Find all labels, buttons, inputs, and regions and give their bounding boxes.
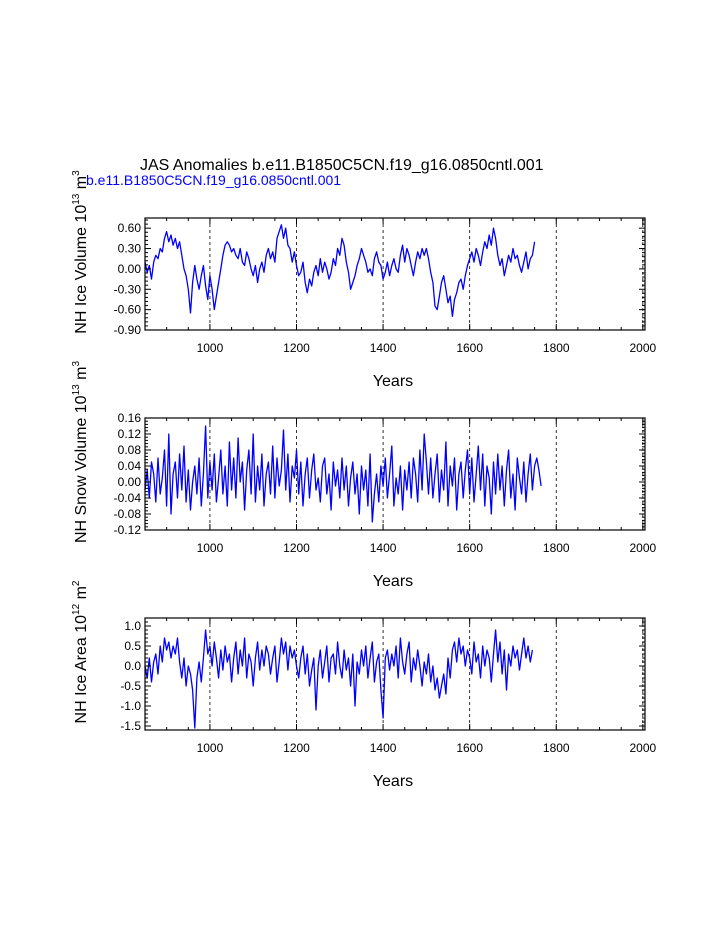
- series-line: [144, 224, 536, 318]
- x-tick-label: 1200: [283, 341, 310, 355]
- x-tick-label: 2000: [629, 741, 656, 755]
- panel-ice-area: 1000 1200 1400 1600 1800 2000 -1.5 -1.0 -0.5 0.0 0…: [71, 580, 657, 790]
- y-tick-label: 0.60: [118, 221, 142, 235]
- y-tick-label: 0.30: [118, 242, 142, 256]
- y-tick-label: -1.0: [120, 699, 141, 713]
- y-tick-label: 0.12: [118, 427, 142, 441]
- x-tick-label: 1800: [543, 341, 570, 355]
- y-axis-label-superscript: 12: [71, 603, 82, 615]
- x-tick-label: 1200: [283, 741, 310, 755]
- y-axis-label: NH Snow Volume 1013 m3: [71, 361, 90, 544]
- x-tick-label: 1800: [543, 541, 570, 555]
- y-tick-label: -0.08: [114, 507, 142, 521]
- x-tick-label: 1600: [456, 741, 483, 755]
- y-axis-label: NH Ice Volume 1013 m3: [71, 170, 90, 334]
- y-tick-label: -0.04: [114, 491, 142, 505]
- x-tick-label: 1200: [283, 541, 310, 555]
- y-axis-label-part: m: [73, 367, 90, 385]
- y-tick-label: 0.08: [118, 443, 142, 457]
- y-axis-label-part: NH Ice Volume 10: [73, 205, 90, 334]
- plot-frame: [144, 617, 646, 731]
- x-tick-label: 1400: [370, 341, 397, 355]
- x-tick-label: 1000: [197, 341, 224, 355]
- x-axis-label: Years: [373, 573, 413, 590]
- y-axis-label: NH Ice Area 1012 m2: [71, 580, 90, 723]
- x-tick-label: 1600: [456, 341, 483, 355]
- x-tick-label: 1000: [197, 741, 224, 755]
- y-tick-label: 0.04: [118, 459, 142, 473]
- panel-snow-volume: 1000 1200 1400 1600 1800 2000 -0.12 -0.08 -0.04 0…: [71, 361, 657, 590]
- y-axis-label-part: m: [73, 586, 90, 604]
- figure-subtitle: b.e11.B1850C5CN.f19_g16.0850cntl.001: [86, 172, 342, 188]
- y-tick-label: 0.00: [118, 262, 142, 276]
- series-line: [144, 629, 534, 729]
- y-axis-label-part: NH Snow Volume 10: [73, 395, 90, 543]
- x-tick-label: 1400: [370, 741, 397, 755]
- y-tick-label: -0.12: [114, 523, 142, 537]
- figure-title: JAS Anomalies b.e11.B1850C5CN.f19_g16.08…: [140, 157, 544, 174]
- y-tick-label: 0.0: [124, 659, 141, 673]
- y-axis-label-part: NH Ice Area 10: [73, 615, 90, 724]
- y-axis-label-superscript: 13: [71, 384, 82, 396]
- plot-frame: [144, 217, 646, 331]
- y-axis-label-superscript: 13: [71, 193, 82, 205]
- x-axis-label: Years: [373, 373, 413, 390]
- x-axis-label: Years: [373, 773, 413, 790]
- x-tick-label: 1400: [370, 541, 397, 555]
- x-tick-label: 1000: [197, 541, 224, 555]
- x-tick-label: 1600: [456, 541, 483, 555]
- x-tick-label: 1800: [543, 741, 570, 755]
- x-tick-label: 2000: [629, 341, 656, 355]
- panel-ice-volume: 1000 1200 1400 1600 1800 2000 -0.90 -0.60 -0.30 0…: [71, 170, 657, 390]
- y-tick-label: 0.00: [118, 475, 142, 489]
- x-tick-label: 2000: [629, 541, 656, 555]
- y-axis-label-superscript: 2: [71, 580, 82, 586]
- y-tick-label: 0.16: [118, 411, 142, 425]
- y-tick-label: -0.60: [114, 303, 142, 317]
- y-axis-label-superscript: 3: [71, 170, 82, 176]
- y-axis-label-part: m: [73, 176, 90, 194]
- y-tick-label: -1.5: [120, 719, 141, 733]
- y-axis-label-superscript: 3: [71, 361, 82, 367]
- y-tick-label: -0.5: [120, 679, 141, 693]
- y-tick-label: -0.90: [114, 323, 142, 337]
- series-line: [144, 425, 542, 523]
- y-tick-label: 0.5: [124, 639, 141, 653]
- y-tick-label: -0.30: [114, 282, 142, 296]
- plot-frame: [144, 417, 646, 531]
- y-tick-label: 1.0: [124, 619, 141, 633]
